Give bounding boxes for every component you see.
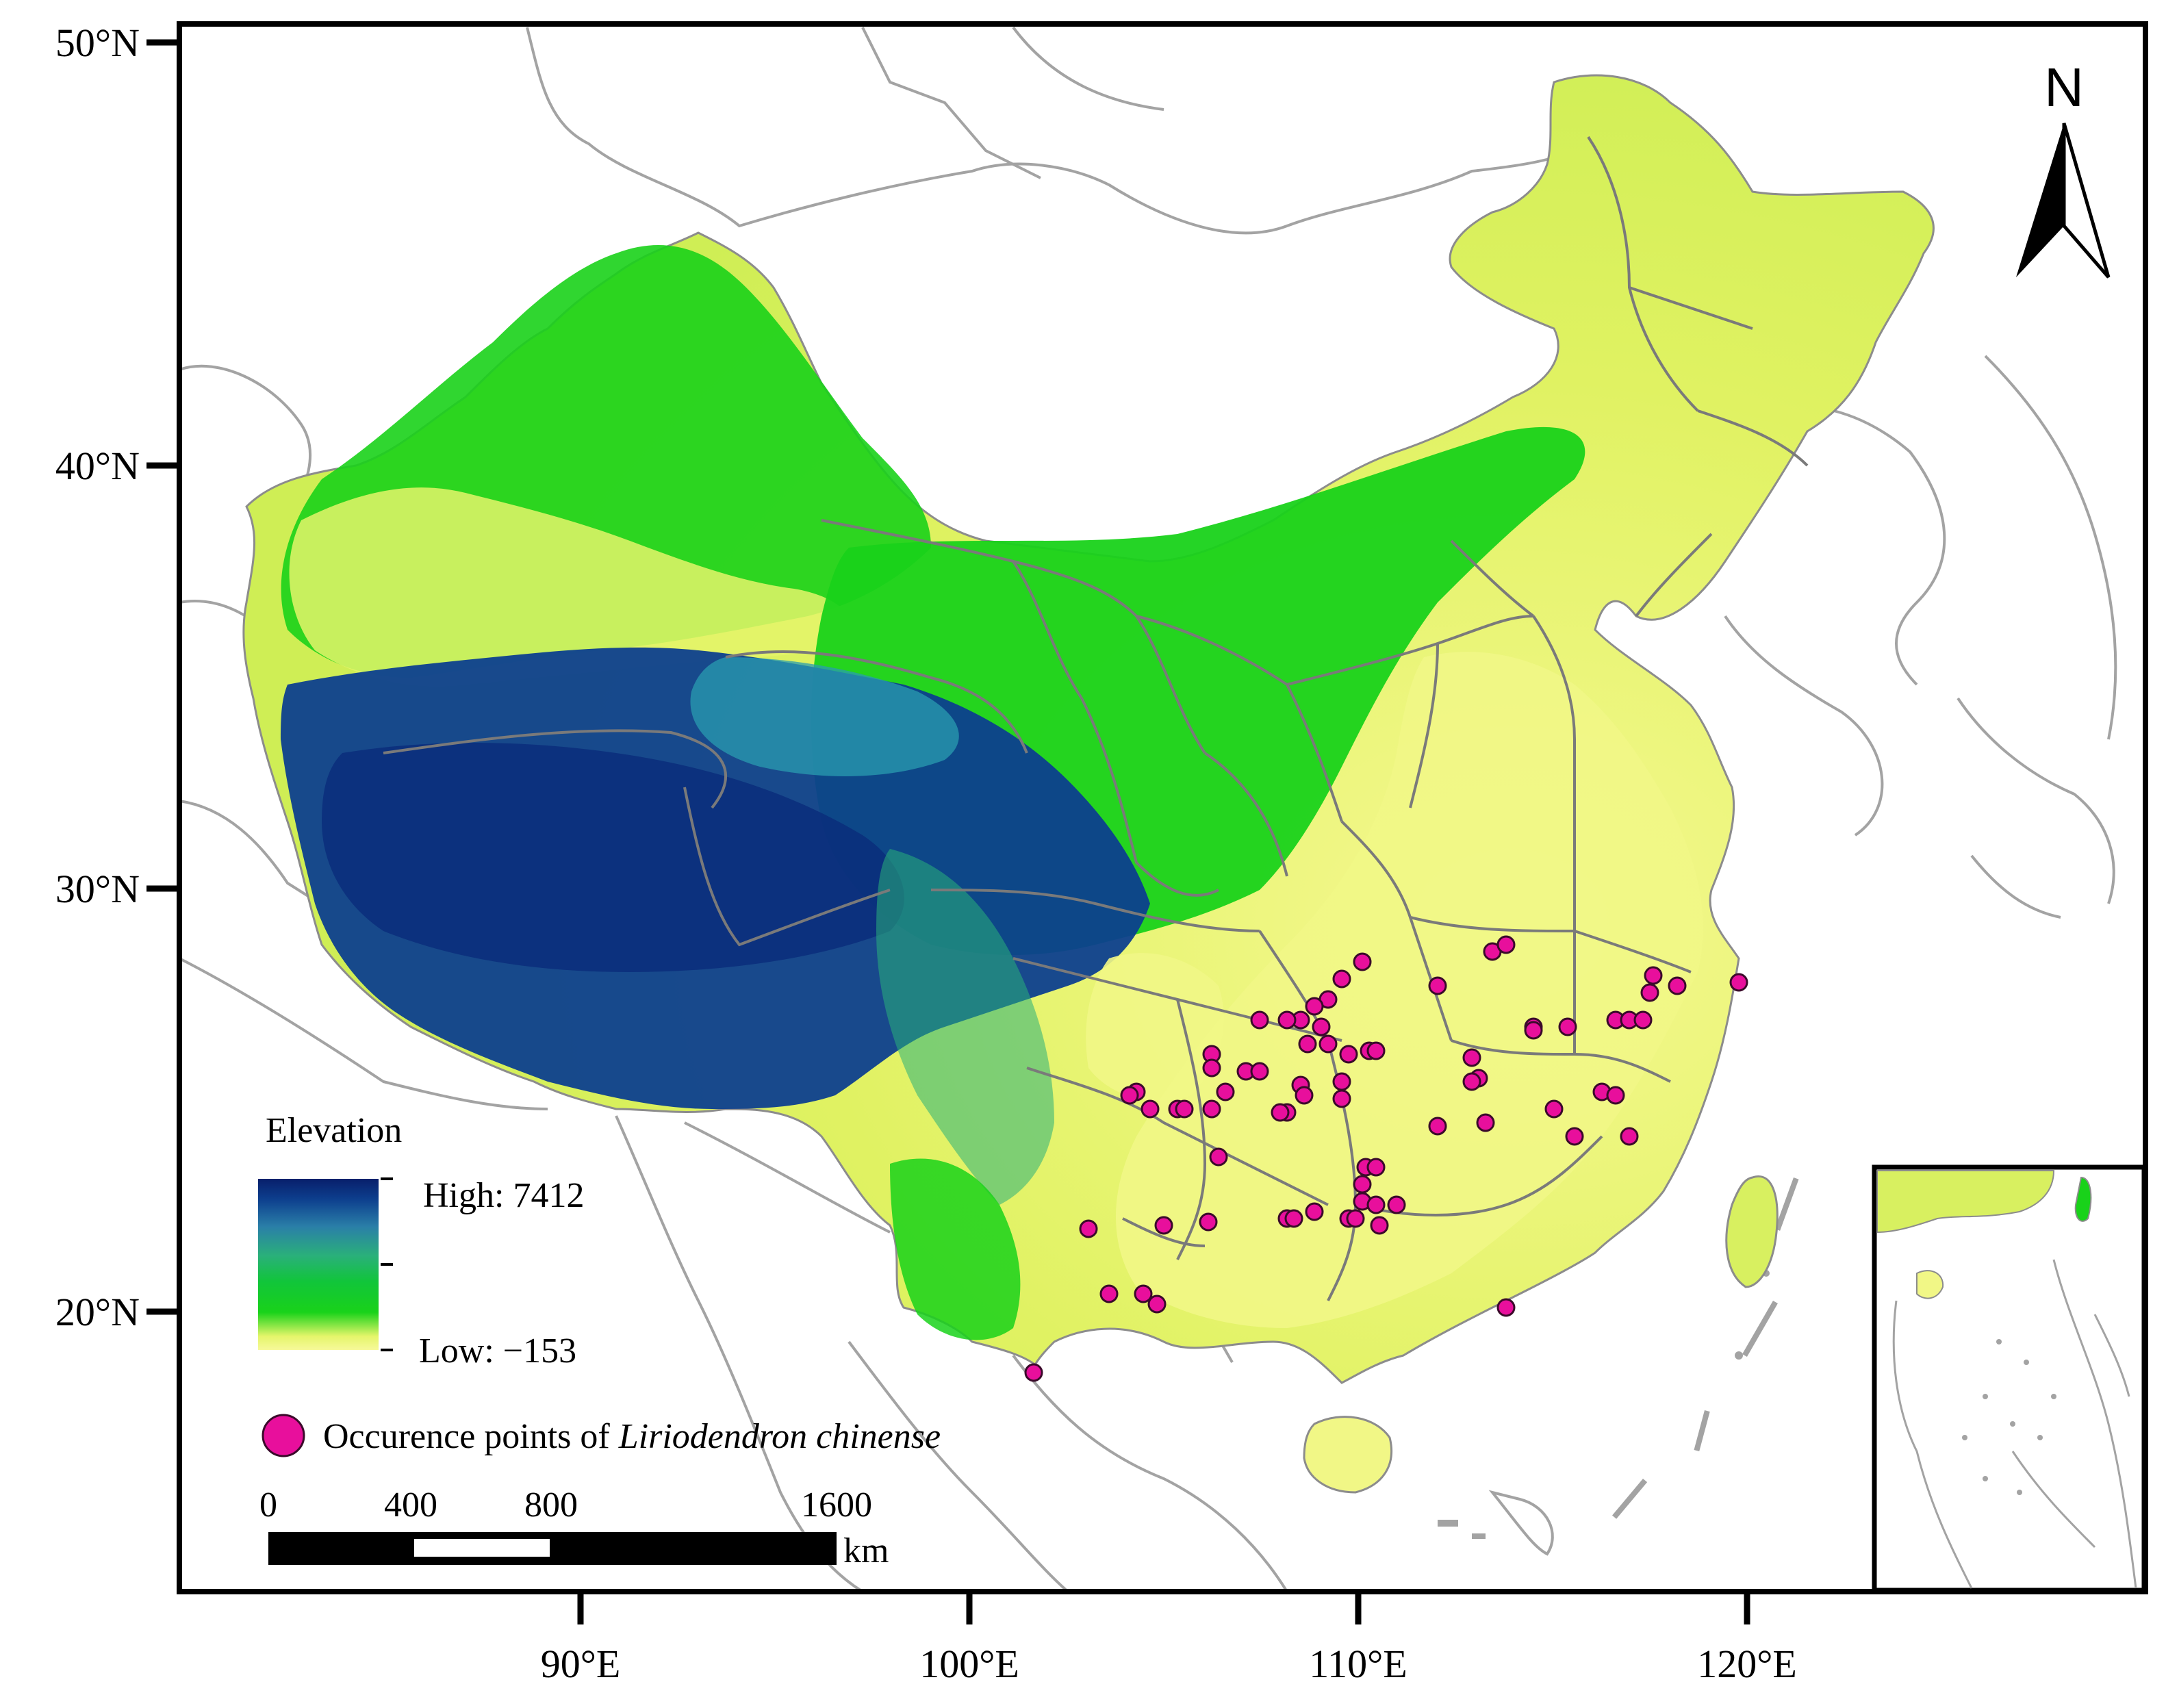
latitude-axis: 50°N 40°N 30°N 20°N [55, 21, 179, 1334]
occurrence-legend-symbol [262, 1414, 305, 1457]
north-arrow-label: N [2044, 57, 2084, 118]
occurrence-legend-label: Occurence points of Liriodendron chinens… [323, 1417, 941, 1456]
north-arrow: N [2016, 57, 2111, 279]
map-frame [177, 21, 2148, 1594]
scale-bar: 0 400 800 1600 km [259, 1486, 889, 1570]
map-body [179, 26, 2117, 1592]
lat-tick-label: 40°N [55, 444, 140, 488]
scale-label-0: 0 [259, 1486, 277, 1525]
scale-label-400: 400 [384, 1486, 437, 1525]
lon-tick-label: 110°E [1309, 1642, 1407, 1686]
occurrence-points [1024, 935, 1748, 1382]
legend-title: Elevation [266, 1111, 402, 1150]
lat-tick-label: 20°N [55, 1290, 140, 1334]
scale-unit: km [843, 1531, 889, 1570]
taiwan-island [1725, 1175, 1779, 1288]
elevation-overlays [281, 245, 1703, 1340]
longitude-axis: 90°E 100°E 110°E 120°E [541, 1592, 1797, 1686]
elevation-color-ramp [258, 1179, 379, 1350]
hainan-island [1303, 1416, 1393, 1494]
occurrence-legend-species: Liriodendron chinense [618, 1417, 941, 1456]
lat-tick-label: 30°N [55, 867, 140, 911]
legend-high-label: High: 7412 [423, 1176, 584, 1215]
inset-map [1872, 1164, 2147, 1593]
north-arrow-icon [2016, 123, 2064, 277]
legend-low-label: Low: −153 [419, 1331, 576, 1371]
scale-label-1600: 1600 [801, 1486, 872, 1525]
lon-tick-label: 90°E [541, 1642, 621, 1686]
occurrence-legend-prefix: Occurence points of [323, 1417, 619, 1456]
offshore-islands [1438, 1177, 1799, 1539]
legend: Elevation High: 7412 Low: −153 Occurence… [258, 1111, 941, 1457]
lon-tick-label: 120°E [1697, 1642, 1797, 1686]
province-borders [383, 136, 1809, 1301]
lon-tick-label: 100°E [919, 1642, 1019, 1686]
scale-label-800: 800 [524, 1486, 578, 1525]
lat-tick-label: 50°N [55, 21, 140, 65]
